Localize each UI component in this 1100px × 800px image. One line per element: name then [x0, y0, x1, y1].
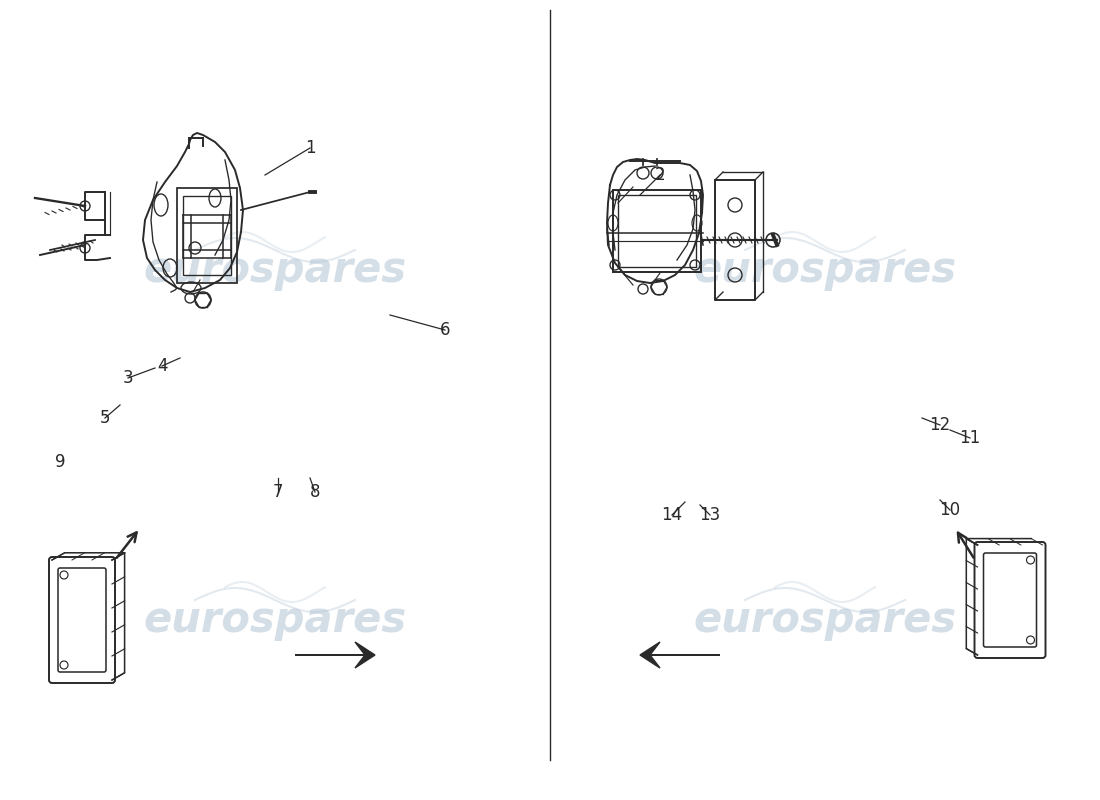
- Polygon shape: [295, 642, 375, 668]
- Text: eurospares: eurospares: [693, 599, 957, 641]
- Bar: [618, 195, 696, 267]
- Text: 7: 7: [273, 483, 284, 501]
- Polygon shape: [640, 642, 720, 668]
- Text: eurospares: eurospares: [693, 249, 957, 291]
- Text: 6: 6: [440, 321, 450, 339]
- Text: 5: 5: [100, 409, 110, 427]
- Bar: [183, 196, 231, 275]
- Text: 2: 2: [654, 166, 666, 184]
- Text: 1: 1: [305, 139, 316, 157]
- Text: 13: 13: [700, 506, 720, 524]
- Text: 12: 12: [930, 416, 950, 434]
- Text: eurospares: eurospares: [143, 599, 407, 641]
- Bar: [177, 188, 236, 283]
- Text: 8: 8: [310, 483, 320, 501]
- Text: eurospares: eurospares: [143, 249, 407, 291]
- Text: 14: 14: [661, 506, 683, 524]
- Text: 11: 11: [959, 429, 980, 447]
- Bar: [613, 190, 701, 272]
- Text: 4: 4: [156, 357, 167, 375]
- Text: 10: 10: [939, 501, 960, 519]
- Text: 3: 3: [123, 369, 133, 387]
- Text: 9: 9: [55, 453, 65, 471]
